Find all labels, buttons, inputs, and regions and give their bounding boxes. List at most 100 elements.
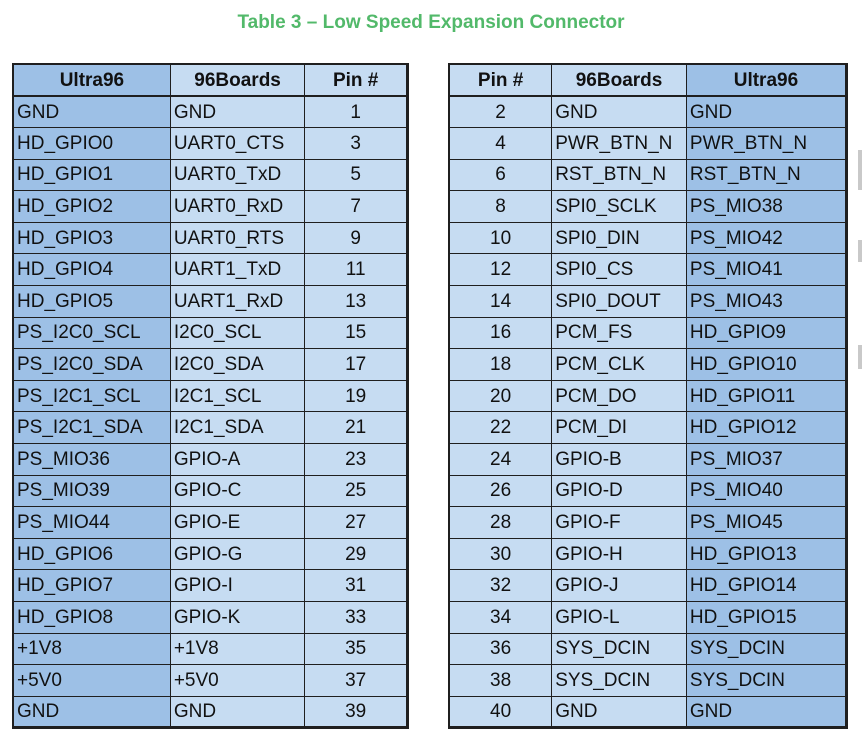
ultra96-signal-cell: PS_MIO45 bbox=[685, 506, 848, 539]
boards96-signal-cell: GND bbox=[551, 95, 687, 129]
right-table-row: 16 PCM_FS HD_GPIO9 bbox=[448, 316, 848, 350]
pin-number-cell: 4 bbox=[448, 127, 553, 160]
boards96-signal-cell: UART0_CTS bbox=[169, 127, 306, 160]
ultra96-signal-cell: HD_GPIO3 bbox=[12, 221, 171, 255]
right-table-row: 24 GPIO-B PS_MIO37 bbox=[448, 443, 848, 476]
left-table-row: HD_GPIO4 UART1_TxD 11 bbox=[12, 253, 408, 287]
left-table-row: HD_GPIO3 UART0_RTS 9 bbox=[12, 221, 408, 255]
pin-number-cell: 9 bbox=[304, 221, 408, 255]
pin-number-cell: 7 bbox=[304, 190, 408, 223]
ultra96-signal-cell: HD_GPIO14 bbox=[685, 569, 848, 602]
right-table-row: 20 PCM_DO HD_GPIO11 bbox=[448, 379, 848, 413]
page-edge-mark bbox=[858, 345, 862, 369]
pin-number-cell: 17 bbox=[304, 348, 408, 381]
boards96-signal-cell: GPIO-A bbox=[169, 443, 306, 476]
pin-number-cell: 26 bbox=[448, 474, 553, 508]
right-table-row: 4 PWR_BTN_N PWR_BTN_N bbox=[448, 127, 848, 160]
pin-number-cell: 35 bbox=[304, 632, 408, 666]
pin-number-cell: 33 bbox=[304, 601, 408, 634]
right-table-row: 32 GPIO-J HD_GPIO14 bbox=[448, 569, 848, 602]
right-connector-table: Pin # 96Boards Ultra96 2 GND GND 4 PWR_BTN_N… bbox=[448, 63, 848, 730]
ultra96-signal-cell: RST_BTN_N bbox=[685, 158, 848, 192]
pin-number-cell: 2 bbox=[448, 95, 553, 129]
boards96-signal-cell: GPIO-I bbox=[169, 569, 306, 602]
right-table-row: 6 RST_BTN_N RST_BTN_N bbox=[448, 158, 848, 192]
left-table-row: HD_GPIO5 UART1_RxD 13 bbox=[12, 285, 408, 318]
left-table-row: +5V0 +5V0 37 bbox=[12, 664, 408, 697]
left-table-row: +1V8 +1V8 35 bbox=[12, 632, 408, 666]
page-edge-mark bbox=[858, 240, 862, 262]
boards96-signal-cell: GND bbox=[169, 95, 306, 129]
ultra96-signal-cell: PS_I2C1_SCL bbox=[12, 379, 171, 413]
right-header-pin: Pin # bbox=[448, 63, 553, 97]
left-table-row: HD_GPIO7 GPIO-I 31 bbox=[12, 569, 408, 602]
boards96-signal-cell: UART1_RxD bbox=[169, 285, 306, 318]
pin-number-cell: 18 bbox=[448, 348, 553, 381]
left-header-ultra96: Ultra96 bbox=[12, 63, 171, 97]
right-table-row: 38 SYS_DCIN SYS_DCIN bbox=[448, 664, 848, 697]
right-table-row: 28 GPIO-F PS_MIO45 bbox=[448, 506, 848, 539]
right-table-row: 10 SPI0_DIN PS_MIO42 bbox=[448, 221, 848, 255]
ultra96-signal-cell: PS_I2C1_SDA bbox=[12, 411, 171, 445]
pin-number-cell: 21 bbox=[304, 411, 408, 445]
boards96-signal-cell: SPI0_DOUT bbox=[551, 285, 687, 318]
pin-number-cell: 40 bbox=[448, 695, 553, 729]
boards96-signal-cell: GND bbox=[551, 695, 687, 729]
ultra96-signal-cell: GND bbox=[685, 695, 848, 729]
left-header-96boards: 96Boards bbox=[169, 63, 306, 97]
pin-number-cell: 31 bbox=[304, 569, 408, 602]
left-table-row: HD_GPIO6 GPIO-G 29 bbox=[12, 537, 408, 571]
pin-number-cell: 12 bbox=[448, 253, 553, 287]
boards96-signal-cell: GPIO-C bbox=[169, 474, 306, 508]
right-table-row: 2 GND GND bbox=[448, 95, 848, 129]
pin-number-cell: 19 bbox=[304, 379, 408, 413]
boards96-signal-cell: RST_BTN_N bbox=[551, 158, 687, 192]
ultra96-signal-cell: HD_GPIO1 bbox=[12, 158, 171, 192]
boards96-signal-cell: +5V0 bbox=[169, 664, 306, 697]
pin-number-cell: 34 bbox=[448, 601, 553, 634]
right-header-ultra96: Ultra96 bbox=[685, 63, 848, 97]
left-table-row: PS_MIO36 GPIO-A 23 bbox=[12, 443, 408, 476]
pin-number-cell: 20 bbox=[448, 379, 553, 413]
boards96-signal-cell: PCM_DI bbox=[551, 411, 687, 445]
pin-number-cell: 22 bbox=[448, 411, 553, 445]
pin-number-cell: 11 bbox=[304, 253, 408, 287]
boards96-signal-cell: GPIO-K bbox=[169, 601, 306, 634]
pin-number-cell: 32 bbox=[448, 569, 553, 602]
ultra96-signal-cell: +1V8 bbox=[12, 632, 171, 666]
right-table-row: 22 PCM_DI HD_GPIO12 bbox=[448, 411, 848, 445]
ultra96-signal-cell: HD_GPIO12 bbox=[685, 411, 848, 445]
left-table-row: HD_GPIO8 GPIO-K 33 bbox=[12, 601, 408, 634]
pin-number-cell: 30 bbox=[448, 537, 553, 571]
left-table-row: PS_I2C1_SCL I2C1_SCL 19 bbox=[12, 379, 408, 413]
boards96-signal-cell: I2C0_SDA bbox=[169, 348, 306, 381]
left-table-row: GND GND 1 bbox=[12, 95, 408, 129]
left-table-row: HD_GPIO1 UART0_TxD 5 bbox=[12, 158, 408, 192]
pin-number-cell: 37 bbox=[304, 664, 408, 697]
pin-number-cell: 8 bbox=[448, 190, 553, 223]
ultra96-signal-cell: HD_GPIO9 bbox=[685, 316, 848, 350]
ultra96-signal-cell: PS_MIO36 bbox=[12, 443, 171, 476]
pin-number-cell: 5 bbox=[304, 158, 408, 192]
boards96-signal-cell: PCM_FS bbox=[551, 316, 687, 350]
pin-number-cell: 39 bbox=[304, 695, 408, 729]
ultra96-signal-cell: HD_GPIO8 bbox=[12, 601, 171, 634]
boards96-signal-cell: I2C1_SDA bbox=[169, 411, 306, 445]
pin-number-cell: 6 bbox=[448, 158, 553, 192]
pin-number-cell: 1 bbox=[304, 95, 408, 129]
ultra96-signal-cell: HD_GPIO2 bbox=[12, 190, 171, 223]
ultra96-signal-cell: HD_GPIO11 bbox=[685, 379, 848, 413]
boards96-signal-cell: PCM_CLK bbox=[551, 348, 687, 381]
boards96-signal-cell: GPIO-F bbox=[551, 506, 687, 539]
boards96-signal-cell: GND bbox=[169, 695, 306, 729]
pin-number-cell: 25 bbox=[304, 474, 408, 508]
right-table-row: 12 SPI0_CS PS_MIO41 bbox=[448, 253, 848, 287]
boards96-signal-cell: PWR_BTN_N bbox=[551, 127, 687, 160]
right-table-row: 26 GPIO-D PS_MIO40 bbox=[448, 474, 848, 508]
page-edge-mark bbox=[858, 150, 862, 190]
ultra96-signal-cell: HD_GPIO15 bbox=[685, 601, 848, 634]
pin-number-cell: 16 bbox=[448, 316, 553, 350]
right-table-row: 36 SYS_DCIN SYS_DCIN bbox=[448, 632, 848, 666]
ultra96-signal-cell: PS_MIO44 bbox=[12, 506, 171, 539]
right-table-row: 30 GPIO-H HD_GPIO13 bbox=[448, 537, 848, 571]
